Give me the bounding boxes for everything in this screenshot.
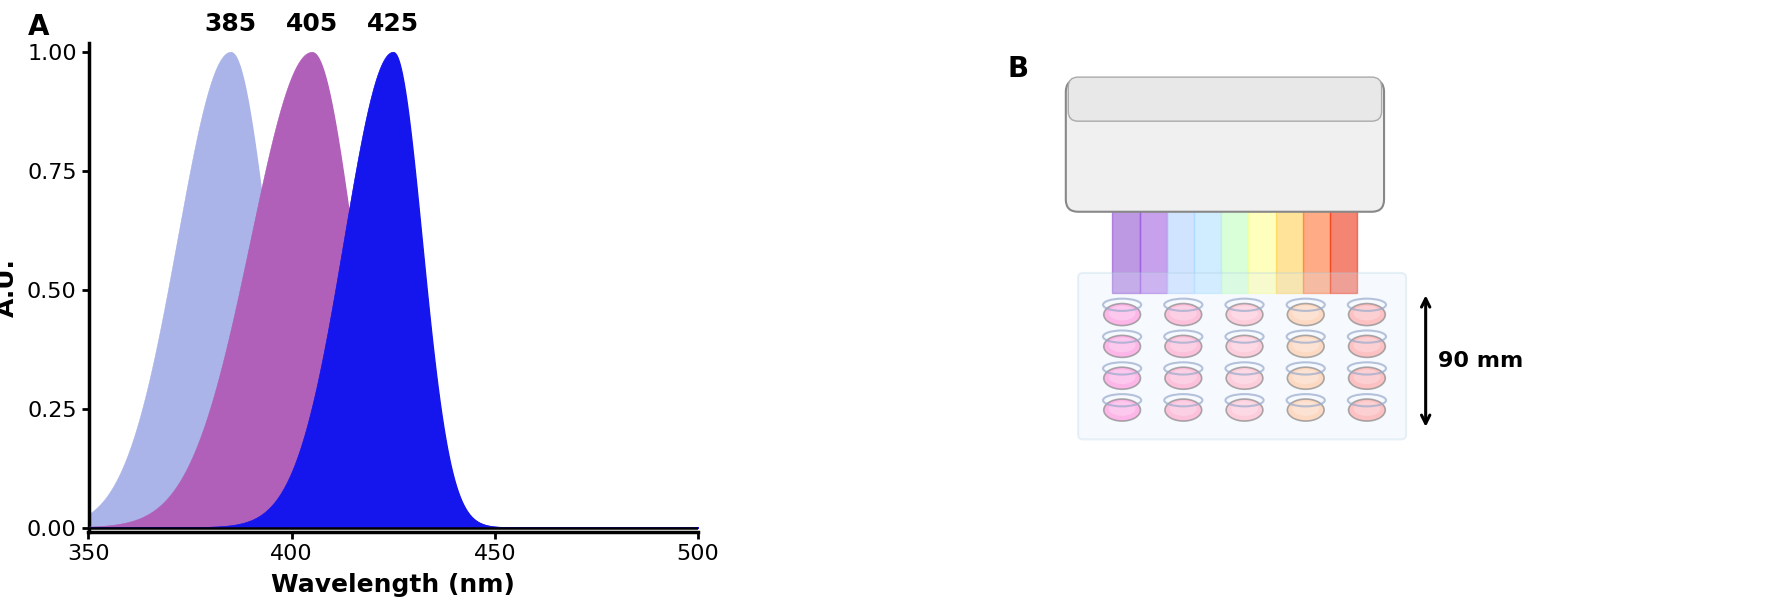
Ellipse shape — [1104, 367, 1140, 389]
Ellipse shape — [1104, 304, 1140, 326]
Text: 385: 385 — [205, 12, 257, 35]
Polygon shape — [1303, 200, 1329, 293]
Ellipse shape — [1104, 335, 1140, 357]
Ellipse shape — [1232, 338, 1258, 353]
Ellipse shape — [1165, 367, 1202, 389]
Ellipse shape — [1108, 306, 1136, 321]
Ellipse shape — [1287, 335, 1324, 357]
Polygon shape — [1112, 200, 1140, 293]
Ellipse shape — [1349, 399, 1386, 421]
Ellipse shape — [1108, 338, 1136, 353]
Polygon shape — [1248, 200, 1276, 293]
Ellipse shape — [1170, 401, 1197, 416]
Ellipse shape — [1227, 399, 1262, 421]
Ellipse shape — [1287, 367, 1324, 389]
Ellipse shape — [1170, 370, 1197, 384]
Polygon shape — [1329, 200, 1358, 293]
Polygon shape — [1195, 200, 1221, 293]
Ellipse shape — [1292, 338, 1319, 353]
Ellipse shape — [1227, 335, 1262, 357]
Ellipse shape — [1170, 306, 1197, 321]
Ellipse shape — [1287, 304, 1324, 326]
Text: 425: 425 — [366, 12, 419, 35]
FancyBboxPatch shape — [1078, 273, 1405, 439]
Ellipse shape — [1354, 338, 1381, 353]
Ellipse shape — [1170, 338, 1197, 353]
Ellipse shape — [1232, 370, 1258, 384]
Ellipse shape — [1108, 370, 1136, 384]
Ellipse shape — [1349, 335, 1386, 357]
Ellipse shape — [1292, 401, 1319, 416]
Ellipse shape — [1354, 370, 1381, 384]
Y-axis label: A.U.: A.U. — [0, 258, 19, 317]
Ellipse shape — [1104, 399, 1140, 421]
Ellipse shape — [1292, 370, 1319, 384]
Text: 405: 405 — [287, 12, 338, 35]
Text: B: B — [1007, 55, 1028, 83]
Polygon shape — [1276, 200, 1303, 293]
X-axis label: Wavelength (nm): Wavelength (nm) — [271, 573, 515, 597]
Ellipse shape — [1232, 306, 1258, 321]
Ellipse shape — [1165, 399, 1202, 421]
Ellipse shape — [1165, 304, 1202, 326]
Polygon shape — [1166, 200, 1195, 293]
Text: 90 mm: 90 mm — [1437, 351, 1524, 371]
Text: A: A — [28, 13, 50, 42]
Ellipse shape — [1232, 401, 1258, 416]
Ellipse shape — [1354, 401, 1381, 416]
Ellipse shape — [1292, 306, 1319, 321]
Ellipse shape — [1354, 306, 1381, 321]
FancyBboxPatch shape — [1066, 80, 1384, 212]
Ellipse shape — [1227, 367, 1262, 389]
Polygon shape — [1221, 200, 1248, 293]
Ellipse shape — [1349, 367, 1386, 389]
Ellipse shape — [1165, 335, 1202, 357]
FancyBboxPatch shape — [1069, 77, 1382, 121]
Ellipse shape — [1108, 401, 1136, 416]
Polygon shape — [1140, 200, 1166, 293]
Ellipse shape — [1227, 304, 1262, 326]
Ellipse shape — [1287, 399, 1324, 421]
Ellipse shape — [1349, 304, 1386, 326]
